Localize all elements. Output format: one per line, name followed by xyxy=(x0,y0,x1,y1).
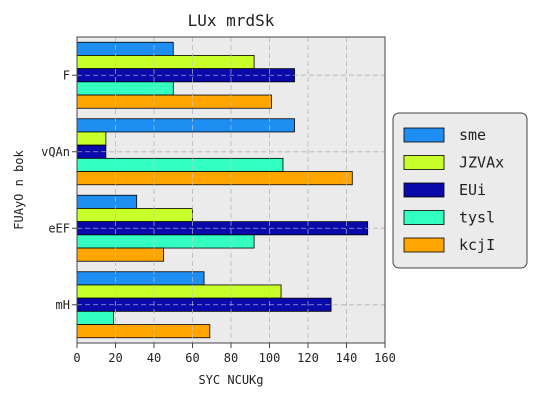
legend-swatch-JZVAx xyxy=(403,155,445,170)
bar-tysl-eEF xyxy=(76,234,255,249)
bar-tysl-vQAn xyxy=(76,157,284,172)
legend-label: JZVAx xyxy=(459,154,504,172)
x-tick-label: 160 xyxy=(374,351,396,365)
legend-swatch-kcjI xyxy=(403,237,445,253)
bar-kcjI-eEF xyxy=(76,247,165,262)
legend-label: EUi xyxy=(459,181,486,199)
bar-sme-vQAn xyxy=(76,118,295,133)
legend-swatch-tysl xyxy=(403,210,445,225)
y-axis-label: FUAyO n bok xyxy=(12,149,26,229)
bar-JZVAx-vQAn xyxy=(76,131,107,146)
x-tick-label: 0 xyxy=(73,351,80,365)
x-tick-label: 100 xyxy=(259,351,281,365)
x-tick-label: 80 xyxy=(224,351,238,365)
x-tick-label: 120 xyxy=(297,351,319,365)
x-axis-label: SYC NCUKg xyxy=(198,373,263,387)
bar-kcjI-mH xyxy=(76,324,211,339)
y-tick-label: eEF xyxy=(48,221,70,235)
legend-label: tysl xyxy=(459,209,495,227)
bar-JZVAx-F xyxy=(76,55,255,70)
y-tick-label: F xyxy=(63,68,70,82)
bar-JZVAx-eEF xyxy=(76,208,193,223)
legend-box xyxy=(392,112,528,269)
bar-tysl-mH xyxy=(76,310,114,325)
bar-tysl-F xyxy=(76,81,174,96)
legend-swatch-sme xyxy=(403,127,445,143)
chart-title: LUx mrdSk xyxy=(188,11,275,30)
bar-sme-eEF xyxy=(76,194,138,209)
y-tick-label: mH xyxy=(56,298,70,312)
x-tick-label: 140 xyxy=(336,351,358,365)
bar-kcjI-vQAn xyxy=(76,171,353,186)
bar-sme-mH xyxy=(76,271,205,286)
x-tick-label: 40 xyxy=(147,351,161,365)
bar-JZVAx-mH xyxy=(76,284,282,299)
legend-label: kcjI xyxy=(459,236,495,254)
y-tick-label: vQAn xyxy=(41,145,70,159)
bar-sme-F xyxy=(76,41,174,56)
x-tick-label: 60 xyxy=(185,351,199,365)
legend-swatch-EUi xyxy=(403,182,445,198)
legend-label: sme xyxy=(459,126,486,144)
bar-kcjI-F xyxy=(76,94,272,109)
x-tick-label: 20 xyxy=(108,351,122,365)
